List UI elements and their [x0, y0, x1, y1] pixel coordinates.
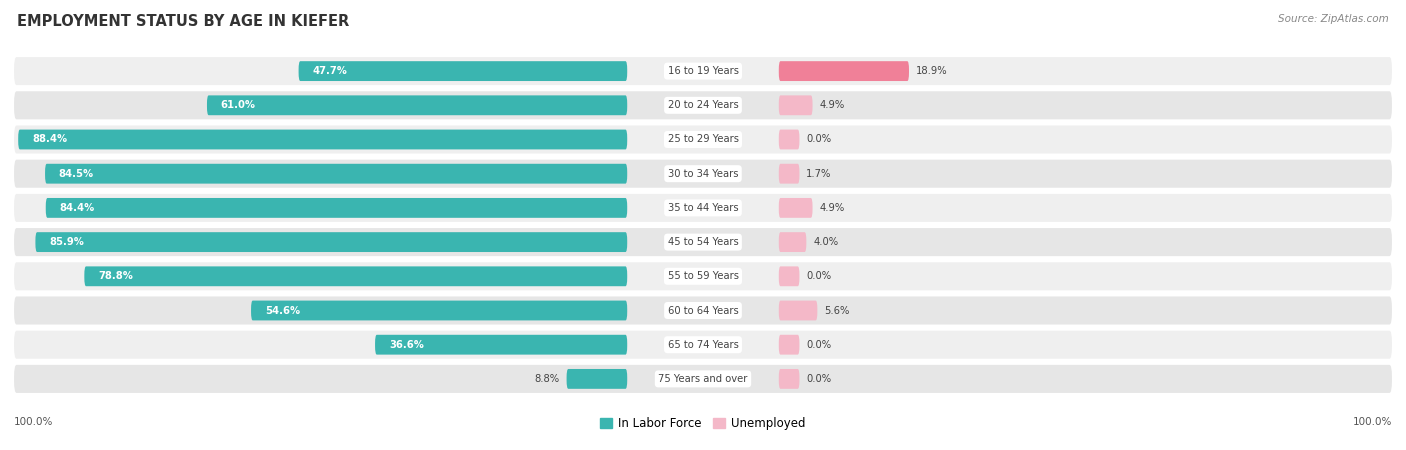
FancyBboxPatch shape	[46, 198, 627, 218]
Text: 55 to 59 Years: 55 to 59 Years	[668, 271, 738, 281]
FancyBboxPatch shape	[779, 164, 800, 184]
Text: 0.0%: 0.0%	[807, 374, 831, 384]
Text: 36.6%: 36.6%	[389, 340, 423, 350]
FancyBboxPatch shape	[14, 365, 1392, 393]
FancyBboxPatch shape	[14, 57, 1392, 85]
FancyBboxPatch shape	[779, 61, 910, 81]
FancyBboxPatch shape	[14, 262, 1392, 290]
FancyBboxPatch shape	[779, 198, 813, 218]
FancyBboxPatch shape	[18, 130, 627, 149]
FancyBboxPatch shape	[14, 228, 1392, 256]
FancyBboxPatch shape	[14, 194, 1392, 222]
Text: 16 to 19 Years: 16 to 19 Years	[668, 66, 738, 76]
FancyBboxPatch shape	[779, 335, 800, 355]
Text: 8.8%: 8.8%	[534, 374, 560, 384]
Text: 35 to 44 Years: 35 to 44 Years	[668, 203, 738, 213]
Text: 4.0%: 4.0%	[813, 237, 838, 247]
Text: 88.4%: 88.4%	[32, 135, 67, 144]
FancyBboxPatch shape	[779, 95, 813, 115]
FancyBboxPatch shape	[779, 130, 800, 149]
FancyBboxPatch shape	[14, 126, 1392, 153]
Text: 1.7%: 1.7%	[807, 169, 832, 179]
Text: 0.0%: 0.0%	[807, 271, 831, 281]
Text: 84.5%: 84.5%	[59, 169, 94, 179]
Text: 0.0%: 0.0%	[807, 135, 831, 144]
FancyBboxPatch shape	[14, 91, 1392, 119]
FancyBboxPatch shape	[298, 61, 627, 81]
Text: 25 to 29 Years: 25 to 29 Years	[668, 135, 738, 144]
Text: 54.6%: 54.6%	[264, 306, 299, 315]
Text: 85.9%: 85.9%	[49, 237, 84, 247]
FancyBboxPatch shape	[14, 297, 1392, 324]
Text: EMPLOYMENT STATUS BY AGE IN KIEFER: EMPLOYMENT STATUS BY AGE IN KIEFER	[17, 14, 349, 28]
Text: 60 to 64 Years: 60 to 64 Years	[668, 306, 738, 315]
Text: 45 to 54 Years: 45 to 54 Years	[668, 237, 738, 247]
Text: 61.0%: 61.0%	[221, 100, 256, 110]
FancyBboxPatch shape	[14, 331, 1392, 359]
Text: 47.7%: 47.7%	[312, 66, 347, 76]
Text: 100.0%: 100.0%	[14, 417, 53, 427]
Text: 0.0%: 0.0%	[807, 340, 831, 350]
FancyBboxPatch shape	[779, 301, 817, 320]
FancyBboxPatch shape	[207, 95, 627, 115]
FancyBboxPatch shape	[45, 164, 627, 184]
Text: 100.0%: 100.0%	[1353, 417, 1392, 427]
FancyBboxPatch shape	[252, 301, 627, 320]
FancyBboxPatch shape	[35, 232, 627, 252]
FancyBboxPatch shape	[567, 369, 627, 389]
Text: 84.4%: 84.4%	[59, 203, 94, 213]
FancyBboxPatch shape	[779, 232, 807, 252]
Text: 5.6%: 5.6%	[824, 306, 849, 315]
Text: 4.9%: 4.9%	[820, 100, 845, 110]
Text: 4.9%: 4.9%	[820, 203, 845, 213]
FancyBboxPatch shape	[779, 369, 800, 389]
Text: 20 to 24 Years: 20 to 24 Years	[668, 100, 738, 110]
Legend: In Labor Force, Unemployed: In Labor Force, Unemployed	[596, 412, 810, 435]
Text: 78.8%: 78.8%	[98, 271, 134, 281]
Text: 18.9%: 18.9%	[915, 66, 948, 76]
Text: 65 to 74 Years: 65 to 74 Years	[668, 340, 738, 350]
Text: 30 to 34 Years: 30 to 34 Years	[668, 169, 738, 179]
Text: Source: ZipAtlas.com: Source: ZipAtlas.com	[1278, 14, 1389, 23]
Text: 75 Years and over: 75 Years and over	[658, 374, 748, 384]
FancyBboxPatch shape	[84, 266, 627, 286]
FancyBboxPatch shape	[779, 266, 800, 286]
FancyBboxPatch shape	[375, 335, 627, 355]
FancyBboxPatch shape	[14, 160, 1392, 188]
